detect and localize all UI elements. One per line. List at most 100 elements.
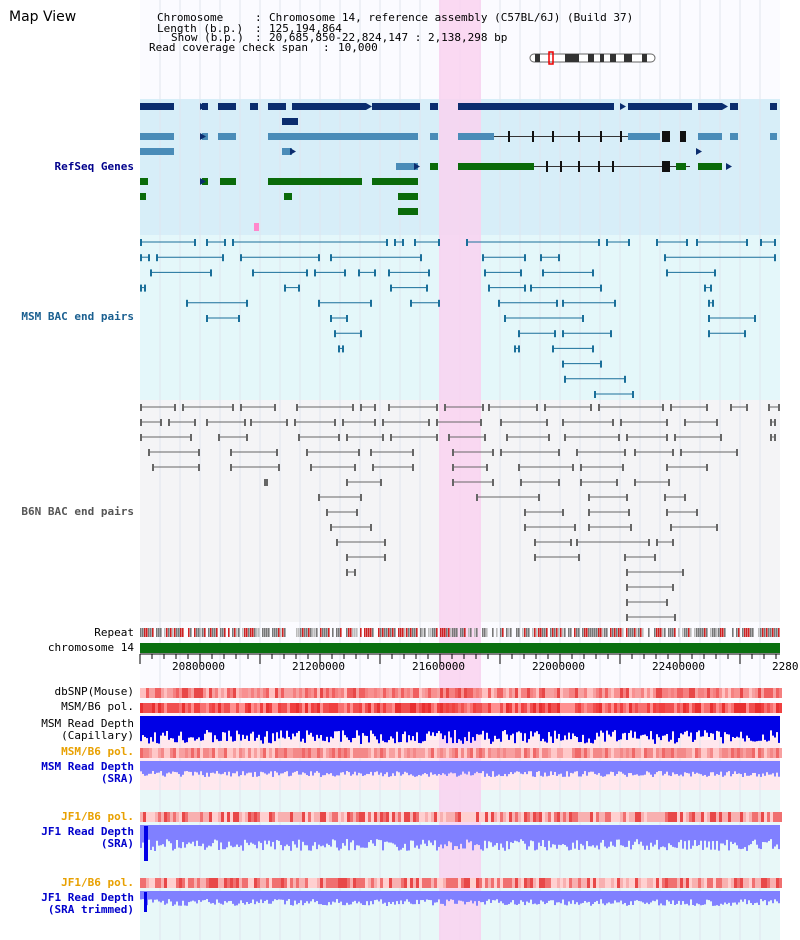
gene-block — [140, 193, 146, 200]
heat-cell — [581, 812, 584, 822]
heat-cell — [740, 703, 743, 713]
heat-cell — [203, 688, 206, 698]
depth-bar — [500, 716, 502, 742]
depth-bar — [244, 761, 246, 776]
depth-bar — [738, 891, 740, 903]
heat-cell — [392, 878, 395, 888]
depth-bar — [178, 716, 180, 736]
depth-bar — [524, 825, 526, 844]
depth-bar — [338, 716, 340, 732]
depth-bar — [258, 761, 260, 777]
heat-cell — [521, 748, 524, 758]
heat-cell — [278, 688, 281, 698]
depth-bar — [384, 761, 386, 775]
depth-bar — [484, 825, 486, 841]
bac-end — [672, 584, 674, 591]
depth-bar — [692, 825, 694, 846]
depth-bar — [422, 825, 424, 840]
depth-bar — [458, 716, 460, 740]
gene-marker — [254, 223, 259, 231]
repeat-mark — [338, 628, 340, 637]
heat-cell — [146, 703, 149, 713]
repeat-mark — [158, 628, 160, 637]
depth-bar — [746, 761, 748, 776]
depth-bar — [656, 891, 658, 900]
heat-cell — [752, 703, 755, 713]
heat-cell — [350, 748, 353, 758]
depth-bar — [686, 761, 688, 773]
heat-cell — [560, 748, 563, 758]
repeat-mark — [248, 628, 250, 637]
heat-cell — [455, 688, 458, 698]
depth-bar — [336, 825, 338, 848]
heat-cell — [677, 812, 680, 822]
heat-cell — [506, 688, 509, 698]
heat-cell — [563, 878, 566, 888]
depth-bar — [580, 716, 582, 742]
heat-cell — [398, 812, 401, 822]
bac-end — [562, 509, 564, 516]
heat-cell — [713, 748, 716, 758]
depth-bar — [362, 716, 364, 734]
depth-bar — [184, 761, 186, 772]
repeat-mark — [770, 628, 772, 637]
depth-bar — [172, 761, 174, 772]
depth-bar — [546, 891, 548, 903]
heat-cell — [341, 812, 344, 822]
heat-cell — [617, 688, 620, 698]
heat-cell — [377, 812, 380, 822]
depth-bar — [410, 891, 412, 904]
heat-cell — [182, 812, 185, 822]
repeat-mark — [774, 628, 776, 637]
repeat-mark — [616, 628, 618, 637]
bac-end — [670, 524, 672, 531]
heat-cell — [617, 748, 620, 758]
depth-bar — [446, 891, 448, 900]
depth-bar — [690, 761, 692, 777]
bac-end — [484, 434, 486, 441]
depth-bar — [756, 761, 758, 777]
heat-cell — [620, 878, 623, 888]
repeat-mark — [140, 628, 142, 637]
gene-arrow — [620, 103, 626, 110]
bac-end — [736, 449, 738, 456]
depth-bar — [702, 716, 704, 737]
heat-cell — [503, 703, 506, 713]
heat-cell — [710, 748, 713, 758]
depth-bar — [684, 825, 686, 842]
depth-bar — [664, 891, 666, 906]
repeat-mark — [392, 628, 394, 637]
depth-bar — [702, 761, 704, 776]
repeat-mark — [238, 628, 240, 637]
depth-bar — [746, 891, 748, 905]
heat-cell — [194, 748, 197, 758]
depth-bar — [190, 716, 192, 738]
depth-bar — [190, 761, 192, 772]
depth-bar — [674, 825, 676, 848]
depth-bar — [560, 891, 562, 904]
depth-bar — [430, 761, 432, 773]
depth-bar — [718, 761, 720, 775]
heat-cell — [617, 812, 620, 822]
bac-end — [618, 434, 620, 441]
depth-bar — [426, 891, 428, 900]
depth-bar — [774, 761, 776, 777]
heat-cell — [290, 878, 293, 888]
depth-bar — [246, 716, 248, 736]
repeat-mark — [352, 628, 354, 637]
heat-cell — [659, 688, 662, 698]
heat-cell — [209, 688, 212, 698]
depth-bar — [588, 891, 590, 902]
depth-bar — [268, 891, 270, 904]
repeat-mark — [760, 628, 762, 637]
depth-bar — [646, 891, 648, 903]
depth-bar — [734, 825, 736, 843]
heat-cell — [497, 878, 500, 888]
depth-bar — [188, 761, 190, 772]
depth-bar — [318, 891, 320, 905]
depth-bar — [318, 761, 320, 773]
chromosome-bar — [140, 643, 780, 653]
heat-cell — [512, 812, 515, 822]
depth-bar — [738, 761, 740, 774]
